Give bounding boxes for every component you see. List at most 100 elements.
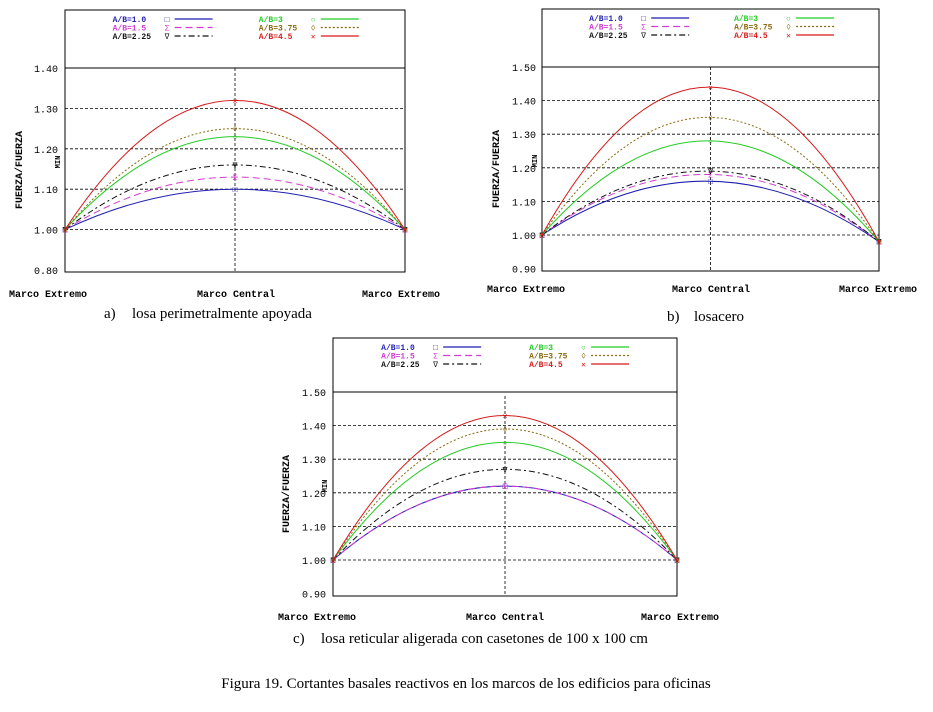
- data-point-marker: ◊: [675, 557, 680, 566]
- legend-marker: ∇: [432, 361, 438, 370]
- data-point-marker: □: [233, 186, 238, 195]
- plot-frame: [64, 9, 406, 273]
- legend-marker: ✕: [581, 361, 586, 370]
- data-point-marker: □: [503, 483, 508, 492]
- y-tick-label: 1.20: [34, 146, 58, 157]
- panel-b-caption: losacero: [694, 309, 744, 325]
- data-point-marker: ✕: [403, 227, 408, 236]
- data-point-marker: ✕: [675, 557, 680, 566]
- series-line-ab225: [541, 170, 880, 243]
- y-tick-label: 0.90: [302, 591, 326, 602]
- chart-panel-a: 1.40 1.30 1.20 1.10 1.00 0.80 FUERZA/FUERZA MIN…: [9, 9, 440, 301]
- panel-a-caption: losa perimetralmente apoyada: [132, 306, 312, 322]
- data-point-marker: Σ: [331, 557, 336, 566]
- legend-label: A/B=4.5: [529, 361, 563, 370]
- legend-marker: ✕: [786, 32, 791, 41]
- y-tick-label: 1.10: [302, 523, 326, 534]
- x-category-label: Marco Extremo: [278, 613, 356, 624]
- y-axis-label-subscript: MIN: [532, 155, 540, 168]
- legend-marker: ◊: [581, 353, 586, 362]
- x-category-label: Marco Extremo: [487, 285, 565, 296]
- y-axis-label: FUERZA/FUERZA: [281, 455, 293, 533]
- legend-label: A/B=4.5: [259, 33, 293, 42]
- y-tick-label: 1.50: [302, 389, 326, 400]
- data-point-marker: ◊: [877, 239, 882, 248]
- plot-frame: [332, 337, 678, 597]
- data-point-marker: ◊: [403, 227, 408, 236]
- y-tick-label: 1.30: [302, 456, 326, 467]
- data-point-marker: Σ: [233, 174, 238, 183]
- y-tick-label: 1.00: [302, 557, 326, 568]
- y-axis-label-subscript: MIN: [55, 156, 63, 169]
- legend-label: A/B=3.75: [529, 353, 568, 362]
- series-line-ab15: [541, 174, 880, 243]
- y-tick-label: 1.40: [302, 423, 326, 434]
- y-tick-label: 1.40: [512, 98, 536, 109]
- data-point-marker: □: [331, 557, 336, 566]
- data-point-marker: ∇: [62, 227, 68, 236]
- data-point-marker: ○: [503, 439, 508, 448]
- data-point-marker: □: [675, 557, 680, 566]
- series-line-ab3: [541, 140, 880, 243]
- legend-marker: ◊: [311, 25, 316, 34]
- series-line-ab45: [332, 415, 678, 561]
- x-category-label: Marco Central: [466, 612, 544, 624]
- series-line-ab3: [64, 136, 406, 230]
- data-point-marker: ◊: [503, 426, 508, 435]
- data-point-marker: ○: [877, 239, 882, 248]
- legend-marker: ○: [311, 16, 316, 25]
- data-point-marker: ○: [675, 557, 680, 566]
- legend-label: A/B=1.5: [113, 25, 147, 34]
- y-tick-label: 1.10: [34, 186, 58, 197]
- legend-label: A/B=1.5: [381, 353, 415, 362]
- series-line-ab45: [541, 86, 880, 242]
- y-tick-label: 0.90: [512, 266, 536, 277]
- data-point-marker: ∇: [502, 466, 508, 475]
- legend-marker: □: [641, 15, 646, 24]
- legend-label: A/B=2.25: [589, 32, 628, 41]
- data-point-marker: □: [403, 227, 408, 236]
- y-tick-label: 1.30: [34, 105, 58, 116]
- figure-caption: Figura 19. Cortantes basales reactivos e…: [221, 676, 711, 692]
- legend-label: A/B=3: [734, 15, 758, 24]
- y-tick-label: 1.00: [512, 232, 536, 243]
- legend-label: A/B=3.75: [734, 24, 773, 33]
- y-tick-label: 1.20: [302, 490, 326, 501]
- series-line-ab225: [332, 468, 678, 561]
- panel-b-label: b): [667, 309, 680, 325]
- data-point-marker: ✕: [503, 413, 508, 422]
- legend-label: A/B=1.0: [589, 15, 623, 24]
- data-point-marker: ∇: [876, 239, 882, 248]
- data-point-marker: ○: [63, 227, 68, 236]
- y-tick-label: 1.50: [512, 64, 536, 75]
- legend-marker: Σ: [165, 25, 170, 34]
- data-point-marker: ✕: [877, 239, 882, 248]
- y-axis-label: FUERZA/FUERZA: [491, 130, 503, 208]
- y-tick-label: 0.80: [34, 267, 58, 278]
- chart-panel-b: 1.50 1.40 1.30 1.20 1.10 1.00 0.90 FUERZA/FUERZ…: [487, 8, 917, 296]
- data-point-marker: ∇: [402, 227, 408, 236]
- legend-marker: ○: [786, 15, 791, 24]
- data-point-marker: ∇: [707, 168, 713, 177]
- data-point-marker: ✕: [233, 97, 238, 106]
- legend-label: A/B=3: [529, 344, 553, 353]
- legend-marker: Σ: [641, 24, 646, 33]
- series-line-ab375: [332, 428, 678, 561]
- y-tick-label: 1.20: [512, 165, 536, 176]
- legend-marker: ∇: [640, 32, 646, 41]
- data-point-marker: ∇: [330, 557, 336, 566]
- data-point-marker: ∇: [674, 557, 680, 566]
- series-line-ab375: [541, 116, 880, 243]
- series-line-ab45: [64, 100, 406, 230]
- y-axis-label: FUERZA/FUERZA: [14, 131, 26, 209]
- data-point-marker: ✕: [708, 84, 713, 93]
- legend-marker: □: [433, 344, 438, 353]
- data-point-marker: ∇: [232, 162, 238, 171]
- legend-label: A/B=1.5: [589, 24, 623, 33]
- y-tick-label: 1.30: [512, 131, 536, 142]
- y-axis-label-subscript: MIN: [322, 480, 330, 493]
- panel-c-caption: losa reticular aligerada con casetones d…: [321, 631, 648, 647]
- data-point-marker: ○: [233, 134, 238, 143]
- legend-marker: Σ: [433, 353, 438, 362]
- x-category-label: Marco Extremo: [9, 290, 87, 301]
